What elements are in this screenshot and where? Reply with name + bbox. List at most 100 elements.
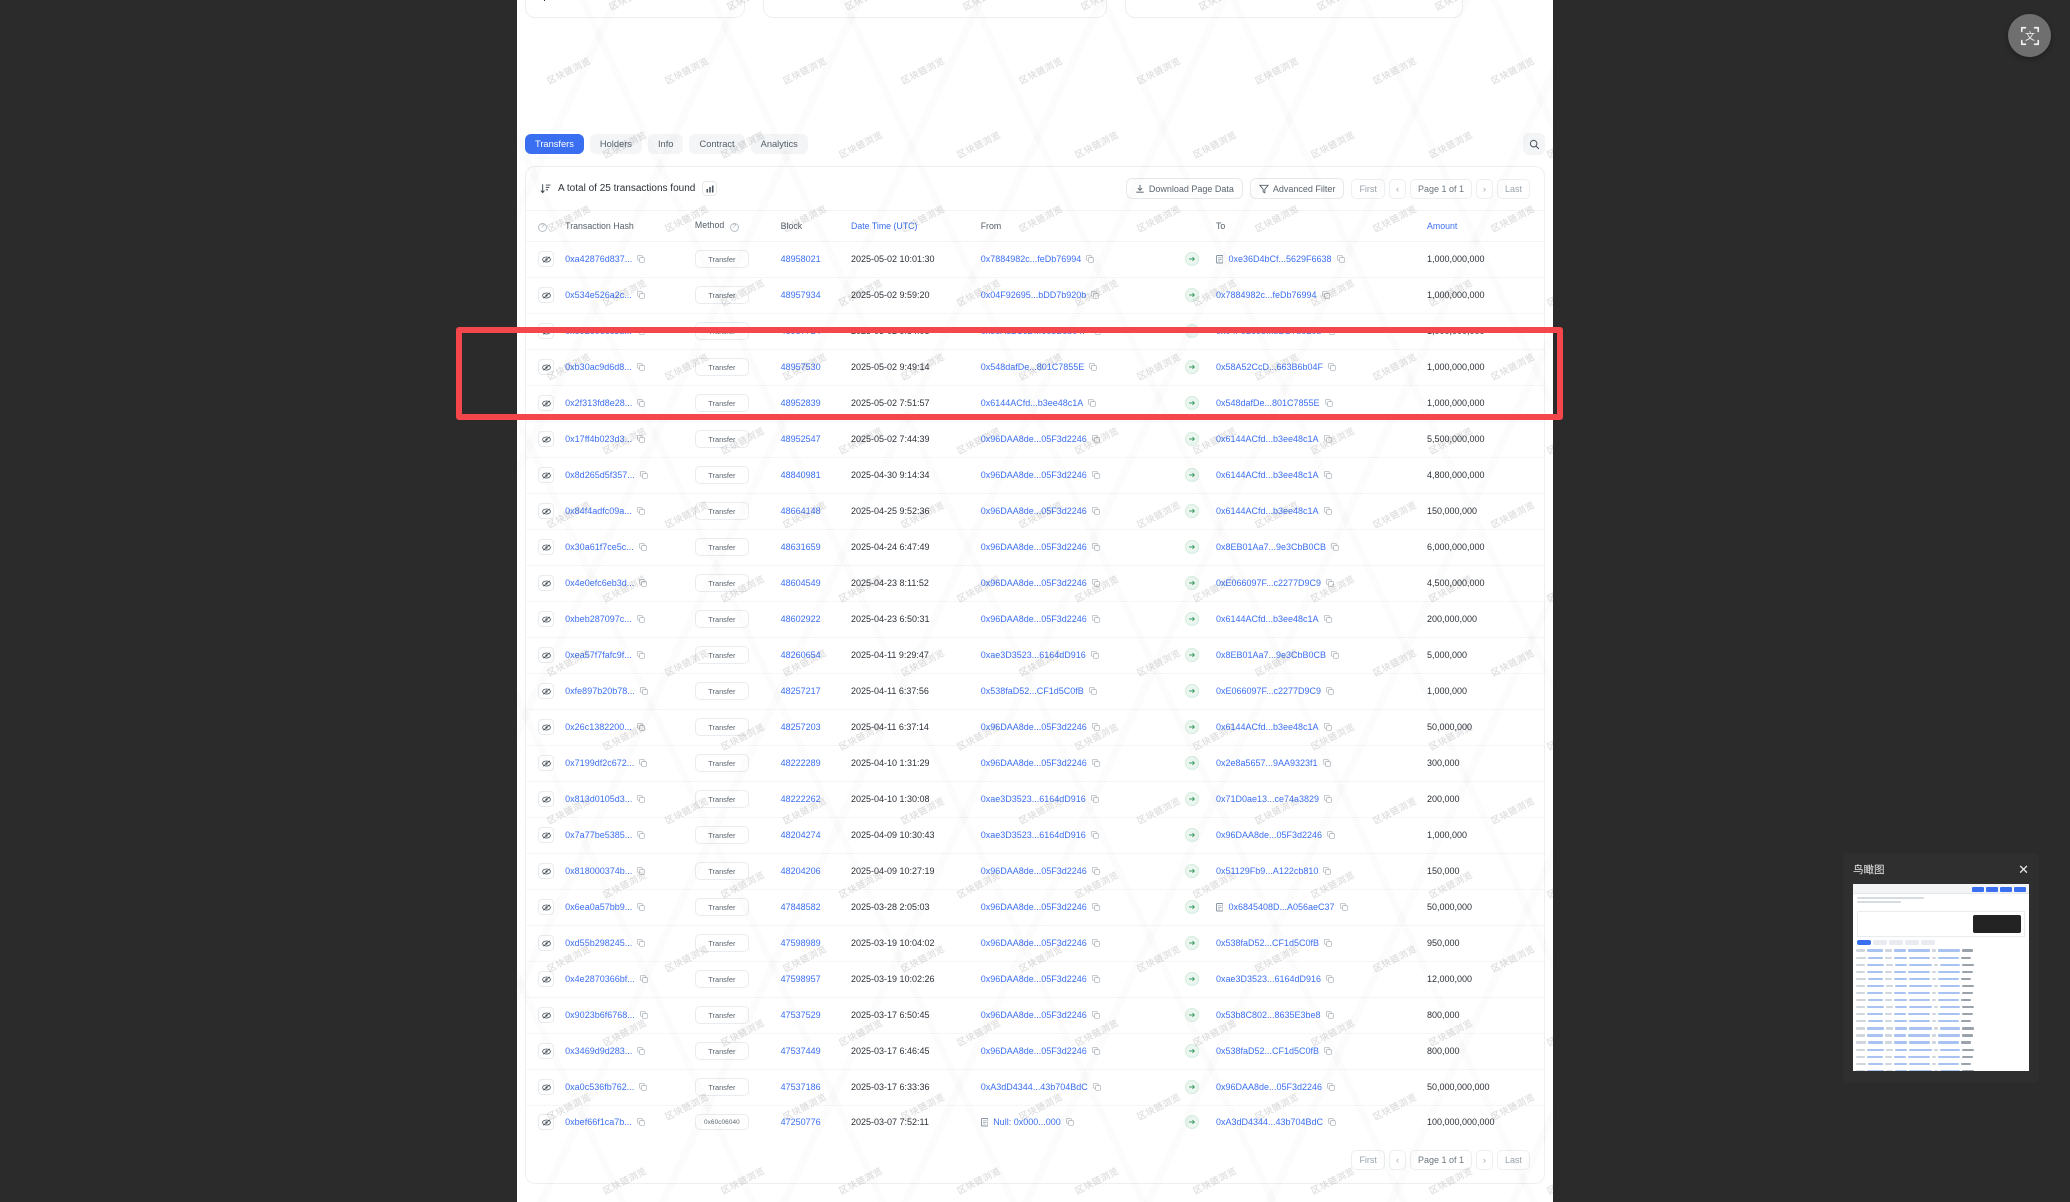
method-badge[interactable]: Transfer (694, 790, 749, 809)
to-address-link[interactable]: 0x6144ACfd...b3ee48c1A (1215, 434, 1319, 445)
copy-icon[interactable] (1326, 579, 1334, 588)
to-address-link[interactable]: 0x71D0ae13...ce74a3829 (1215, 794, 1320, 805)
from-address-link[interactable]: Null: 0x000...000 (993, 1117, 1061, 1128)
transaction-hash-link[interactable]: 0xea57f7fafc9f... (565, 650, 632, 661)
to-address-link[interactable]: 0x96DAA8de...05F3d2246 (1215, 830, 1323, 841)
copy-icon[interactable] (639, 471, 648, 480)
copy-icon[interactable] (1090, 831, 1099, 840)
transaction-hash-link[interactable]: 0xb30ac9d6d8... (565, 362, 632, 373)
copy-icon[interactable] (1091, 939, 1100, 948)
copy-icon[interactable] (1091, 615, 1100, 624)
block-link[interactable]: 48257203 (780, 722, 821, 733)
view-details-button[interactable] (538, 251, 554, 268)
view-details-button[interactable] (538, 1114, 554, 1131)
view-details-button[interactable] (538, 791, 554, 808)
transaction-hash-link[interactable]: 0x6ea0a57bb9... (565, 902, 633, 913)
copy-icon[interactable] (1322, 759, 1331, 768)
copy-icon[interactable] (1331, 543, 1339, 552)
from-address-link[interactable]: 0x96DAA8de...05F3d2246 (980, 938, 1087, 949)
to-address-link[interactable]: 0xe36D4bCf...5629F6638 (1228, 254, 1332, 265)
transaction-hash-link[interactable]: 0x4e0efc6eb3d... (565, 578, 635, 589)
footer-page-last-button[interactable]: Last (1496, 1149, 1530, 1170)
view-details-button[interactable] (538, 611, 554, 628)
copy-icon[interactable] (1327, 831, 1335, 840)
copy-icon[interactable] (1323, 867, 1332, 876)
to-address-link[interactable]: 0xE066097F...c2277D9C9 (1215, 686, 1322, 697)
transaction-hash-link[interactable]: 0x4e2870366bf... (565, 974, 635, 985)
from-address-link[interactable]: 0x96DAA8de...05F3d2246 (980, 506, 1087, 517)
method-badge[interactable]: Transfer (694, 1078, 749, 1097)
to-address-link[interactable]: 0x8EB01Aa7...9e3CbB0CB (1215, 542, 1327, 553)
copy-icon[interactable] (1321, 291, 1330, 300)
footer-page-first-button[interactable]: First (1351, 1149, 1385, 1170)
method-badge[interactable]: Transfer (694, 682, 749, 701)
block-link[interactable]: 48957724 (780, 326, 821, 337)
transaction-hash-link[interactable]: 0x7199df2c672... (565, 758, 635, 769)
copy-icon[interactable] (636, 723, 645, 732)
transaction-hash-link[interactable]: 0x17ff4b023d3... (565, 434, 633, 445)
to-address-link[interactable]: 0x04F92695...bDD7b920b (1215, 326, 1322, 337)
copy-icon[interactable] (1091, 471, 1100, 480)
block-link[interactable]: 48602922 (780, 614, 821, 625)
method-badge[interactable]: Transfer (694, 754, 749, 773)
view-details-button[interactable] (538, 323, 554, 340)
sort-descending-icon[interactable] (540, 183, 551, 194)
copy-icon[interactable] (1324, 795, 1332, 804)
copy-icon[interactable] (1089, 363, 1098, 372)
block-link[interactable]: 48957934 (780, 290, 821, 301)
to-address-link[interactable]: 0x6144ACfd...b3ee48c1A (1215, 722, 1319, 733)
block-link[interactable]: 48664148 (780, 506, 821, 517)
from-address-link[interactable]: 0x96DAA8de...05F3d2246 (980, 722, 1087, 733)
copy-icon[interactable] (1331, 651, 1339, 660)
tab-transfers[interactable]: Transfers (525, 134, 584, 154)
from-address-link[interactable]: 0x96DAA8de...05F3d2246 (980, 902, 1087, 913)
block-link[interactable]: 48222262 (780, 794, 821, 805)
transaction-hash-link[interactable]: 0x30a61f7ce5c... (565, 542, 634, 553)
transaction-hash-link[interactable]: 0x534e526a2c... (565, 290, 632, 301)
from-address-link[interactable]: 0x04F92695...bDD7b920b (980, 290, 1087, 301)
info-icon[interactable]: ? (729, 222, 739, 232)
to-address-link[interactable]: 0x53b8C802...8635E3be8 (1215, 1010, 1321, 1021)
view-details-button[interactable] (538, 287, 554, 304)
to-address-link[interactable]: 0x548dafDe...801C7855E (1215, 398, 1320, 409)
from-address-link[interactable]: 0xA3dD4344...43b704BdC (980, 1082, 1088, 1093)
copy-icon[interactable] (1328, 1118, 1336, 1127)
copy-icon[interactable] (637, 903, 645, 912)
method-badge[interactable]: 0x60c06040 (694, 1114, 749, 1131)
method-badge[interactable]: Transfer (694, 862, 749, 881)
transaction-hash-link[interactable]: 0x3469d9d283... (565, 1046, 633, 1057)
view-details-button[interactable] (538, 935, 554, 952)
page-last-button[interactable]: Last (1496, 178, 1530, 199)
copy-icon[interactable] (1325, 1011, 1334, 1020)
to-address-link[interactable]: 0xE066097F...c2277D9C9 (1215, 578, 1322, 589)
from-address-link[interactable]: 0x96DAA8de...05F3d2246 (980, 866, 1087, 877)
block-link[interactable]: 47598957 (780, 974, 821, 985)
block-link[interactable]: 48204206 (780, 866, 821, 877)
copy-icon[interactable] (637, 831, 645, 840)
copy-icon[interactable] (1091, 291, 1100, 300)
copy-icon[interactable] (1088, 687, 1097, 696)
transaction-hash-link[interactable]: 0xd55b298245... (565, 938, 633, 949)
to-address-link[interactable]: 0x8EB01Aa7...9e3CbB0CB (1215, 650, 1327, 661)
view-details-button[interactable] (538, 1007, 554, 1024)
from-address-link[interactable]: 0xae3D3523...6164dD916 (980, 650, 1086, 661)
to-address-link[interactable]: 0x58A52CcD...663B6b04F (1215, 362, 1324, 373)
copy-icon[interactable] (1326, 975, 1334, 984)
to-address-link[interactable]: 0x96DAA8de...05F3d2246 (1215, 1082, 1323, 1093)
from-address-link[interactable]: 0x96DAA8de...05F3d2246 (980, 974, 1087, 985)
view-details-button[interactable] (538, 899, 554, 916)
copy-icon[interactable] (1091, 759, 1100, 768)
method-badge[interactable]: Transfer (694, 286, 749, 305)
tab-info[interactable]: Info (647, 134, 684, 154)
view-details-button[interactable] (538, 719, 554, 736)
from-address-link[interactable]: 0x96DAA8de...05F3d2246 (980, 758, 1087, 769)
method-badge[interactable]: Transfer (694, 646, 749, 665)
table-search-button[interactable] (1523, 133, 1545, 155)
view-details-button[interactable] (538, 467, 554, 484)
tab-contract[interactable]: Contract (689, 134, 745, 154)
method-badge[interactable]: Transfer (694, 538, 749, 557)
copy-icon[interactable] (1323, 435, 1332, 444)
copy-icon[interactable] (639, 975, 648, 984)
copy-icon[interactable] (1090, 651, 1099, 660)
to-address-link[interactable]: 0x6845408D...A056aeC37 (1228, 902, 1335, 913)
